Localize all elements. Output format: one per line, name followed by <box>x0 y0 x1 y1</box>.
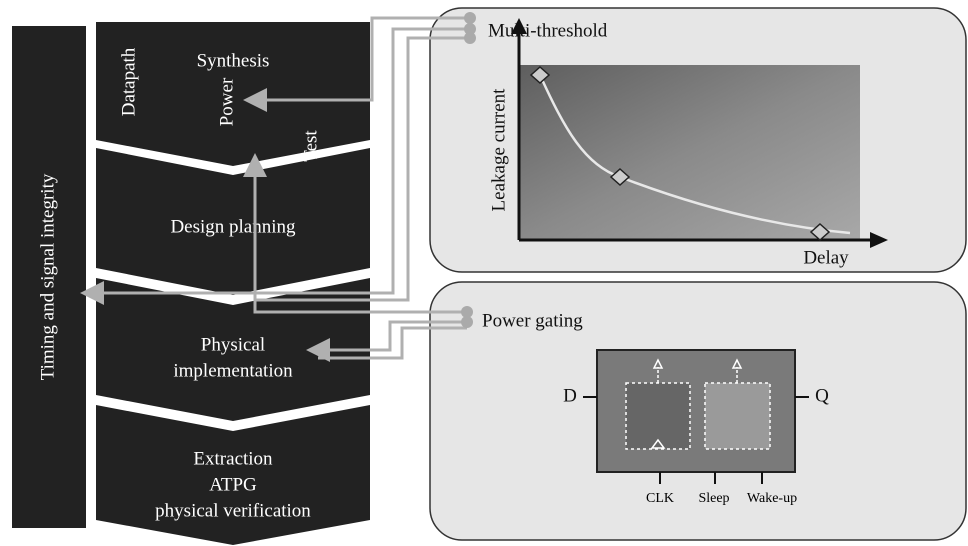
pin-label: Q <box>815 385 829 406</box>
diagram: Timing and signal integrity Synthesis Da… <box>0 0 968 546</box>
pin-label: D <box>563 385 577 406</box>
pin-label: Sleep <box>698 491 729 506</box>
step-title: Synthesis <box>197 50 270 71</box>
step-title: physical verification <box>155 500 311 521</box>
step-tag: Power <box>216 77 237 126</box>
retention-latch <box>705 383 770 449</box>
step-title: Design planning <box>170 216 296 237</box>
panel-title: Power gating <box>482 310 583 331</box>
y-axis-label: Leakage current <box>488 88 509 212</box>
pin-label: CLK <box>646 491 674 506</box>
step-title: Extraction <box>193 448 273 469</box>
sidebar-label: Timing and signal integrity <box>37 173 58 380</box>
step-title: Physical <box>201 334 265 355</box>
panel-title: Multi-threshold <box>488 20 608 41</box>
pin-label: Wake-up <box>747 491 797 506</box>
step-tag: Test <box>300 130 321 162</box>
x-axis-label: Delay <box>803 247 849 268</box>
die-photo <box>519 65 860 240</box>
step-tag: Datapath <box>118 47 139 116</box>
step-title: implementation <box>173 360 293 381</box>
step-title: ATPG <box>209 474 257 495</box>
